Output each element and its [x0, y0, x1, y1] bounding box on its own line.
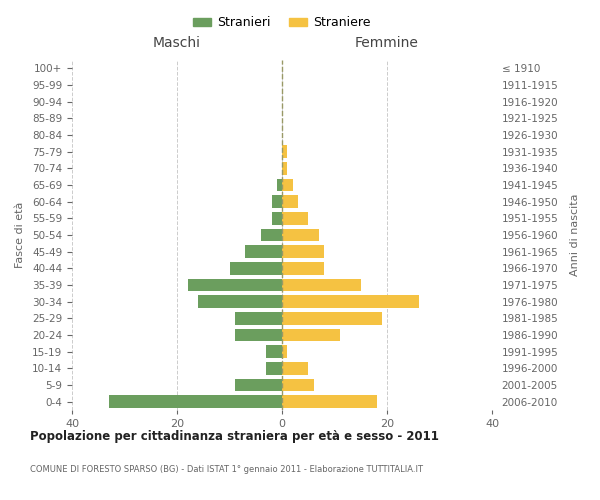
Bar [229, 262, 282, 274]
Y-axis label: Fasce di età: Fasce di età [15, 202, 25, 268]
Bar [282, 329, 340, 341]
Bar [266, 346, 282, 358]
Bar [282, 379, 314, 391]
Bar [282, 312, 382, 324]
Bar [198, 296, 282, 308]
Bar [266, 362, 282, 374]
Bar [282, 346, 287, 358]
Bar [245, 246, 282, 258]
Bar [261, 229, 282, 241]
Bar [235, 379, 282, 391]
Bar [271, 196, 282, 208]
Bar [282, 362, 308, 374]
Bar [282, 196, 298, 208]
Bar [282, 146, 287, 158]
Bar [282, 162, 287, 174]
Bar [282, 279, 361, 291]
Bar [282, 296, 419, 308]
Bar [282, 179, 293, 192]
Bar [271, 212, 282, 224]
Bar [282, 229, 319, 241]
Bar [235, 329, 282, 341]
Legend: Stranieri, Straniere: Stranieri, Straniere [188, 11, 376, 34]
Text: Femmine: Femmine [355, 36, 419, 50]
Bar [282, 262, 324, 274]
Bar [235, 312, 282, 324]
Bar [277, 179, 282, 192]
Text: Popolazione per cittadinanza straniera per età e sesso - 2011: Popolazione per cittadinanza straniera p… [30, 430, 439, 443]
Text: COMUNE DI FORESTO SPARSO (BG) - Dati ISTAT 1° gennaio 2011 - Elaborazione TUTTIT: COMUNE DI FORESTO SPARSO (BG) - Dati IST… [30, 465, 423, 474]
Bar [282, 212, 308, 224]
Bar [282, 246, 324, 258]
Bar [282, 396, 377, 408]
Y-axis label: Anni di nascita: Anni di nascita [569, 194, 580, 276]
Text: Maschi: Maschi [153, 36, 201, 50]
Bar [109, 396, 282, 408]
Bar [187, 279, 282, 291]
